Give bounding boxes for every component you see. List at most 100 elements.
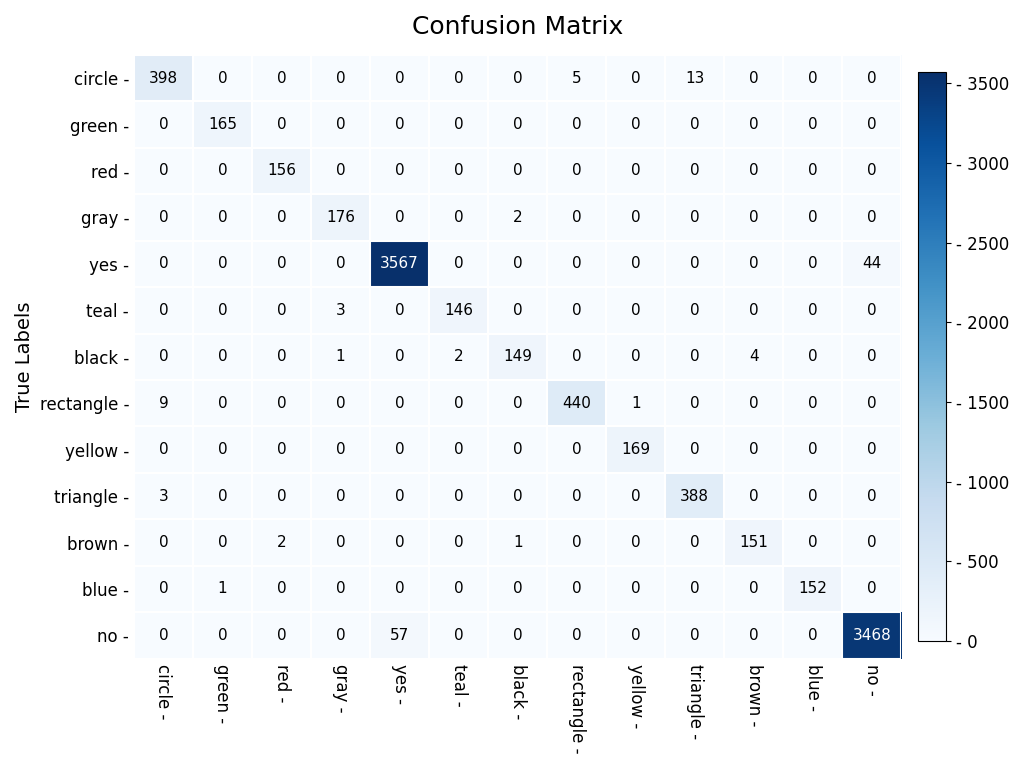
Text: 0: 0 — [159, 164, 168, 178]
Text: 0: 0 — [454, 581, 464, 597]
Text: 0: 0 — [336, 488, 345, 504]
Text: 0: 0 — [159, 117, 168, 132]
Text: 0: 0 — [336, 71, 345, 85]
Text: 0: 0 — [454, 210, 464, 225]
Text: 0: 0 — [867, 117, 877, 132]
Text: 176: 176 — [326, 210, 355, 225]
Text: 0: 0 — [454, 535, 464, 550]
Text: 0: 0 — [336, 396, 345, 411]
Text: 0: 0 — [571, 628, 582, 643]
Text: 0: 0 — [571, 117, 582, 132]
Text: 0: 0 — [395, 164, 404, 178]
Text: 0: 0 — [218, 71, 227, 85]
Text: 0: 0 — [808, 535, 817, 550]
Text: 169: 169 — [622, 442, 650, 457]
Text: 0: 0 — [276, 303, 287, 318]
Text: 0: 0 — [690, 396, 699, 411]
Text: 0: 0 — [276, 628, 287, 643]
Text: 0: 0 — [867, 349, 877, 364]
Text: 0: 0 — [749, 488, 759, 504]
Text: 5: 5 — [571, 71, 582, 85]
Text: 3567: 3567 — [380, 257, 419, 271]
Text: 0: 0 — [867, 581, 877, 597]
Text: 0: 0 — [513, 442, 522, 457]
Text: 0: 0 — [571, 349, 582, 364]
Text: 0: 0 — [690, 210, 699, 225]
Text: 0: 0 — [218, 535, 227, 550]
Text: 0: 0 — [867, 210, 877, 225]
Text: 0: 0 — [631, 164, 641, 178]
Text: 388: 388 — [680, 488, 710, 504]
Text: 2: 2 — [454, 349, 464, 364]
Text: 0: 0 — [631, 303, 641, 318]
Text: 0: 0 — [336, 581, 345, 597]
Text: 0: 0 — [631, 535, 641, 550]
Text: 0: 0 — [749, 396, 759, 411]
Text: 1: 1 — [631, 396, 641, 411]
Text: 0: 0 — [690, 442, 699, 457]
Text: 0: 0 — [336, 164, 345, 178]
Text: 0: 0 — [454, 628, 464, 643]
Text: 4: 4 — [749, 349, 759, 364]
Text: 0: 0 — [454, 71, 464, 85]
Text: 2: 2 — [276, 535, 287, 550]
Text: 0: 0 — [395, 535, 404, 550]
Text: 0: 0 — [808, 303, 817, 318]
Title: Confusion Matrix: Confusion Matrix — [412, 15, 624, 39]
Text: 0: 0 — [571, 210, 582, 225]
Text: 0: 0 — [159, 581, 168, 597]
Text: 0: 0 — [218, 210, 227, 225]
Text: 0: 0 — [395, 303, 404, 318]
Text: 0: 0 — [276, 349, 287, 364]
Text: 0: 0 — [749, 581, 759, 597]
Text: 0: 0 — [808, 396, 817, 411]
Text: 0: 0 — [218, 488, 227, 504]
Text: 0: 0 — [631, 581, 641, 597]
Text: 0: 0 — [454, 396, 464, 411]
Text: 0: 0 — [867, 442, 877, 457]
Text: 44: 44 — [862, 257, 882, 271]
Text: 0: 0 — [867, 71, 877, 85]
Text: 0: 0 — [218, 628, 227, 643]
Text: 3468: 3468 — [852, 628, 891, 643]
Text: 0: 0 — [513, 117, 522, 132]
Text: 0: 0 — [276, 257, 287, 271]
Text: 0: 0 — [454, 257, 464, 271]
Text: 0: 0 — [336, 442, 345, 457]
Text: 3: 3 — [159, 488, 168, 504]
Text: 0: 0 — [808, 257, 817, 271]
Text: 0: 0 — [454, 442, 464, 457]
Text: 0: 0 — [159, 535, 168, 550]
Text: 0: 0 — [690, 117, 699, 132]
Text: 0: 0 — [571, 303, 582, 318]
Text: 0: 0 — [218, 303, 227, 318]
Text: 0: 0 — [336, 117, 345, 132]
Text: 0: 0 — [749, 71, 759, 85]
Text: 0: 0 — [631, 210, 641, 225]
Text: 0: 0 — [808, 164, 817, 178]
Text: 398: 398 — [148, 71, 178, 85]
Text: 0: 0 — [395, 442, 404, 457]
Text: 0: 0 — [159, 349, 168, 364]
Text: 0: 0 — [631, 117, 641, 132]
Text: 0: 0 — [690, 581, 699, 597]
Text: 0: 0 — [808, 488, 817, 504]
Text: 0: 0 — [690, 303, 699, 318]
Text: 1: 1 — [513, 535, 522, 550]
Text: 0: 0 — [749, 442, 759, 457]
Text: 0: 0 — [808, 71, 817, 85]
Text: 0: 0 — [631, 257, 641, 271]
Text: 0: 0 — [513, 396, 522, 411]
Text: 0: 0 — [276, 396, 287, 411]
Text: 0: 0 — [571, 488, 582, 504]
Text: 0: 0 — [690, 535, 699, 550]
Text: 0: 0 — [631, 71, 641, 85]
Text: 149: 149 — [503, 349, 532, 364]
Text: 0: 0 — [395, 581, 404, 597]
Text: 0: 0 — [395, 396, 404, 411]
Text: 0: 0 — [749, 164, 759, 178]
Text: 0: 0 — [571, 257, 582, 271]
Text: 0: 0 — [808, 349, 817, 364]
Text: 0: 0 — [808, 628, 817, 643]
Text: 0: 0 — [867, 164, 877, 178]
